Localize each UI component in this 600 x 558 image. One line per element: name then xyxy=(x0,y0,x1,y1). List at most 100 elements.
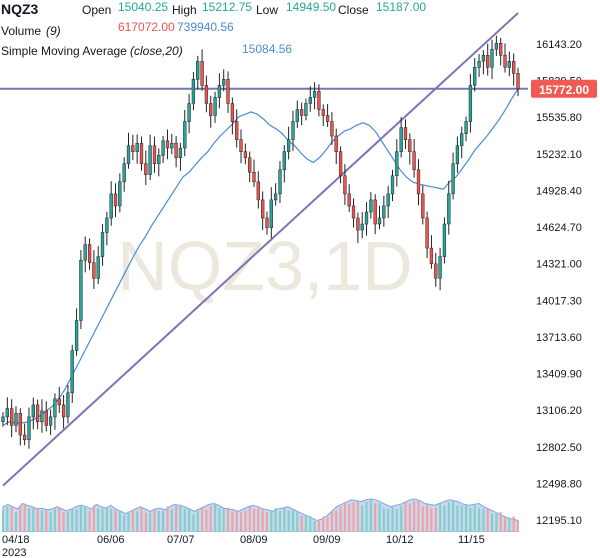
candle-body xyxy=(70,350,74,394)
volume-bar xyxy=(75,509,78,532)
volume-bar xyxy=(426,504,429,532)
y-tick-label: 12195.10 xyxy=(536,515,582,527)
candle-body xyxy=(464,121,468,134)
candle-body xyxy=(27,416,31,441)
volume-bar xyxy=(517,520,519,532)
candle-body xyxy=(170,142,174,149)
candle xyxy=(126,132,131,169)
volume-bar xyxy=(478,507,481,532)
candle-body xyxy=(373,199,377,225)
candle-body xyxy=(22,434,27,441)
candle-body xyxy=(473,67,477,86)
candle xyxy=(425,211,429,259)
volume-bar xyxy=(486,508,489,532)
candle xyxy=(499,37,503,66)
candle xyxy=(139,136,144,171)
candle-body xyxy=(421,193,425,219)
volume-bar xyxy=(32,507,35,532)
volume-bar xyxy=(439,504,442,532)
candle xyxy=(442,217,447,264)
volume-bar xyxy=(92,505,95,532)
volume-bar xyxy=(179,504,182,532)
candle xyxy=(468,74,473,133)
last-price-label: 15772.00 xyxy=(539,83,589,97)
candle-body xyxy=(382,205,386,219)
volume-bar xyxy=(456,505,459,532)
candle xyxy=(269,187,273,239)
candle-body xyxy=(477,61,481,68)
volume-bar xyxy=(339,506,342,532)
candle-body xyxy=(512,61,516,74)
candle-body xyxy=(148,145,152,175)
candle xyxy=(187,93,191,134)
candle-body xyxy=(10,408,14,426)
volume-bar xyxy=(209,506,212,532)
candle xyxy=(22,423,27,446)
volume-bar xyxy=(499,512,502,532)
candle xyxy=(494,35,499,56)
volume-label[interactable]: Volume xyxy=(1,24,42,38)
candle xyxy=(183,109,187,157)
volume-bar xyxy=(326,516,329,532)
volume-bar xyxy=(309,516,312,532)
candle-body xyxy=(113,193,118,207)
volume-bar xyxy=(330,511,333,532)
candle xyxy=(57,386,61,413)
candle xyxy=(131,134,135,161)
volume-bar xyxy=(443,505,446,532)
candle xyxy=(278,161,282,204)
volume-bar xyxy=(292,510,294,532)
volume-bar xyxy=(205,510,208,532)
y-tick-label: 16143.20 xyxy=(536,39,582,51)
candle xyxy=(447,180,451,235)
candle-body xyxy=(61,404,66,418)
candle-body xyxy=(174,142,178,158)
candle xyxy=(421,185,425,225)
candle-body xyxy=(248,157,252,173)
volume-bar xyxy=(313,521,316,532)
symbol-name[interactable]: NQZ3 xyxy=(1,1,39,17)
candle-body xyxy=(144,163,148,175)
y-tick-label: 15535.80 xyxy=(536,112,582,124)
candle xyxy=(434,252,438,287)
candle xyxy=(486,43,490,76)
candle-body xyxy=(256,181,260,201)
candle xyxy=(334,128,338,165)
candle xyxy=(360,212,364,239)
candle xyxy=(235,109,239,148)
volume-bar xyxy=(270,511,273,532)
volume-bar xyxy=(88,511,91,532)
volume-bar xyxy=(482,508,485,532)
candle xyxy=(27,407,31,449)
volume-bar xyxy=(244,510,247,532)
candle-body xyxy=(187,103,191,122)
candle xyxy=(239,129,243,164)
candle-body xyxy=(408,139,412,152)
sma-label[interactable]: Simple Moving Average xyxy=(1,44,127,58)
candle-body xyxy=(486,54,490,68)
candle xyxy=(31,397,35,430)
volume-bar xyxy=(512,516,515,532)
candle-body xyxy=(265,217,269,228)
volume-value: 617072.00 xyxy=(118,20,175,34)
candle xyxy=(226,71,230,113)
volume-bar xyxy=(188,509,191,532)
volume-param: (9) xyxy=(46,24,61,38)
candle-body xyxy=(481,54,486,62)
candle-body xyxy=(191,79,196,104)
candle-body xyxy=(447,193,451,225)
volume-bar xyxy=(140,507,143,532)
candle-body xyxy=(66,392,70,418)
candle xyxy=(14,406,18,433)
candle-body xyxy=(334,135,338,152)
candle-body xyxy=(5,408,9,418)
volume-bar xyxy=(369,499,372,532)
volume-bar xyxy=(235,511,238,532)
candle xyxy=(35,399,40,430)
candle-body xyxy=(165,140,170,149)
y-tick-label: 13713.60 xyxy=(536,332,582,344)
volume-bar xyxy=(196,510,199,532)
volume-bar xyxy=(508,517,511,532)
candle-body xyxy=(503,54,507,68)
